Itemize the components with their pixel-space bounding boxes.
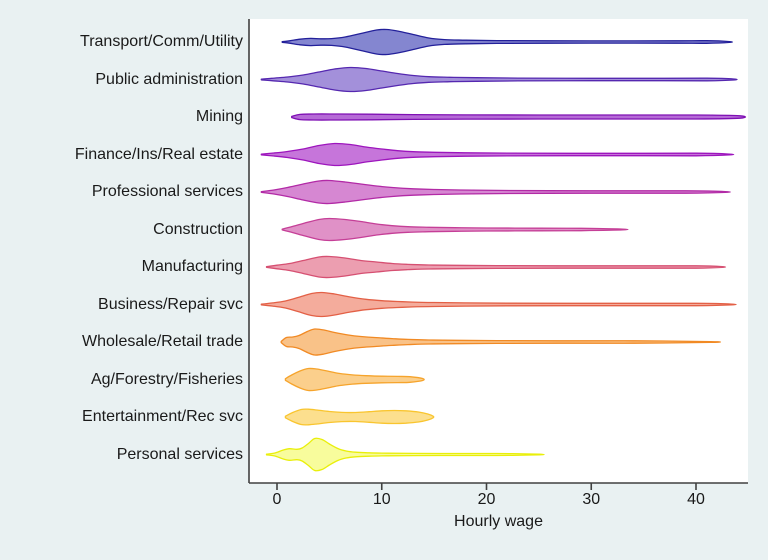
x-tick-label: 30 xyxy=(582,491,601,508)
category-label: Wholesale/Retail trade xyxy=(82,333,243,350)
category-label: Business/Repair svc xyxy=(98,295,243,313)
category-label: Personal services xyxy=(116,445,243,463)
x-tick-label: 10 xyxy=(372,491,391,508)
violin-finance-ins-real-estate xyxy=(260,142,735,167)
violin-wholesale-retail-trade xyxy=(280,328,722,356)
violin-construction xyxy=(281,217,629,242)
category-label: Entertainment/Rec svc xyxy=(82,408,243,425)
category-label: Transport/Comm/Utility xyxy=(80,33,243,50)
violin-transport-comm-utility xyxy=(281,28,734,56)
violin-mining xyxy=(291,113,747,121)
violin-entertainment-rec-svc xyxy=(284,408,435,426)
category-label: Finance/Ins/Real estate xyxy=(74,145,243,163)
plot-area xyxy=(249,19,748,483)
violin-ag-forestry-fisheries xyxy=(284,367,425,392)
category-label: Ag/Forestry/Fisheries xyxy=(90,370,243,388)
x-tick-label: 20 xyxy=(477,491,496,508)
category-label: Mining xyxy=(195,108,243,125)
category-label: Manufacturing xyxy=(141,258,243,275)
category-label: Professional services xyxy=(91,183,243,200)
x-axis-title: Hourly wage xyxy=(454,513,543,530)
violin-business-repair-svc xyxy=(260,291,737,318)
violin-personal-services xyxy=(265,437,545,472)
violin-professional-services xyxy=(260,179,731,205)
category-label: Public administration xyxy=(95,70,243,88)
category-label: Construction xyxy=(153,220,243,238)
x-tick-label: 40 xyxy=(687,491,705,508)
x-tick-label: 0 xyxy=(272,491,282,508)
violin-public-administration xyxy=(260,66,738,93)
violin-manufacturing xyxy=(265,255,727,279)
